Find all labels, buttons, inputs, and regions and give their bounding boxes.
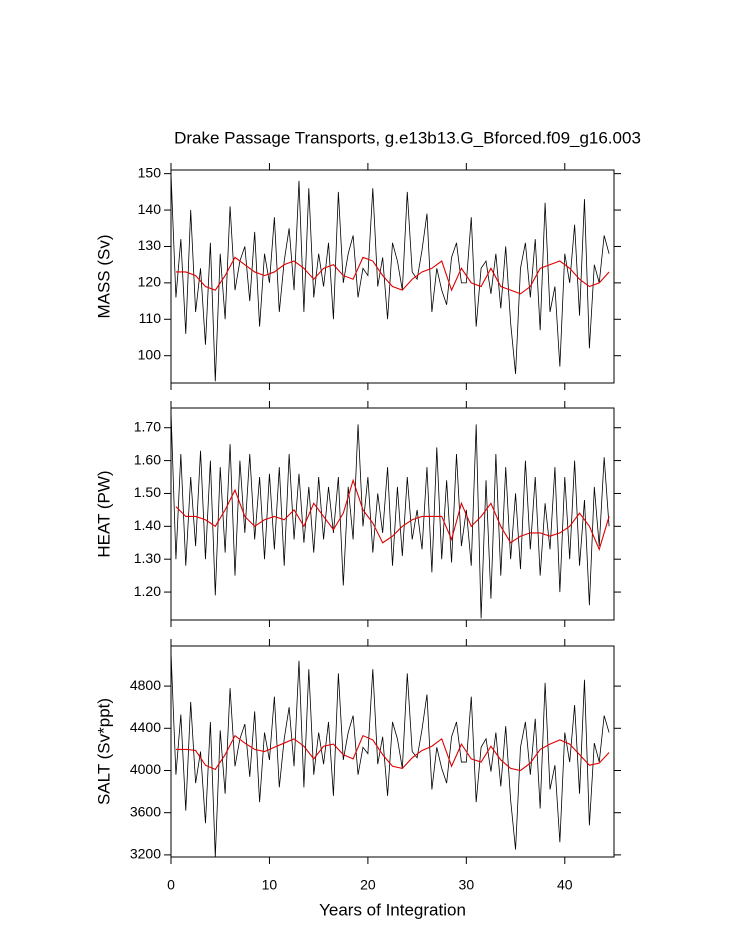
y-axis-label: SALT (Sv*ppt) bbox=[94, 698, 113, 805]
x-tick-label: 40 bbox=[557, 877, 573, 893]
plot-frame bbox=[170, 169, 615, 384]
y-axis-label: MASS (Sv) bbox=[94, 234, 113, 318]
data-line bbox=[175, 256, 610, 295]
y-tick-label: 140 bbox=[138, 201, 162, 217]
data-line bbox=[170, 173, 610, 382]
y-tick-label: 150 bbox=[138, 164, 162, 180]
y-tick-label: 1.50 bbox=[134, 484, 161, 500]
x-tick-label: 20 bbox=[360, 877, 376, 893]
y-tick-label: 1.20 bbox=[134, 583, 161, 599]
data-line bbox=[170, 411, 610, 619]
data-line bbox=[175, 734, 610, 772]
y-tick-label: 130 bbox=[138, 237, 162, 253]
x-tick-label: 10 bbox=[262, 877, 278, 893]
plot-frame bbox=[170, 645, 615, 858]
y-tick-label: 120 bbox=[138, 274, 162, 290]
x-axis-label: Years of Integration bbox=[319, 900, 466, 919]
y-tick-label: 1.40 bbox=[134, 517, 161, 533]
data-line bbox=[170, 652, 610, 858]
y-tick-label: 1.60 bbox=[134, 451, 161, 467]
y-tick-label: 4400 bbox=[130, 719, 161, 735]
y-tick-label: 4800 bbox=[130, 677, 161, 693]
data-line bbox=[175, 478, 610, 551]
y-tick-label: 110 bbox=[139, 310, 162, 326]
y-tick-label: 4000 bbox=[130, 761, 161, 777]
y-tick-label: 1.30 bbox=[134, 550, 161, 566]
x-tick-label: 0 bbox=[167, 877, 175, 893]
chart-title: Drake Passage Transports, g.e13b13.G_Bfo… bbox=[174, 128, 641, 147]
y-tick-label: 1.70 bbox=[134, 418, 161, 434]
plot-frame bbox=[170, 407, 615, 621]
y-axis-label: HEAT (PW) bbox=[94, 470, 113, 557]
y-tick-label: 3200 bbox=[130, 846, 161, 862]
y-tick-label: 100 bbox=[138, 346, 162, 362]
y-tick-label: 3600 bbox=[130, 803, 161, 819]
x-tick-label: 30 bbox=[459, 877, 475, 893]
